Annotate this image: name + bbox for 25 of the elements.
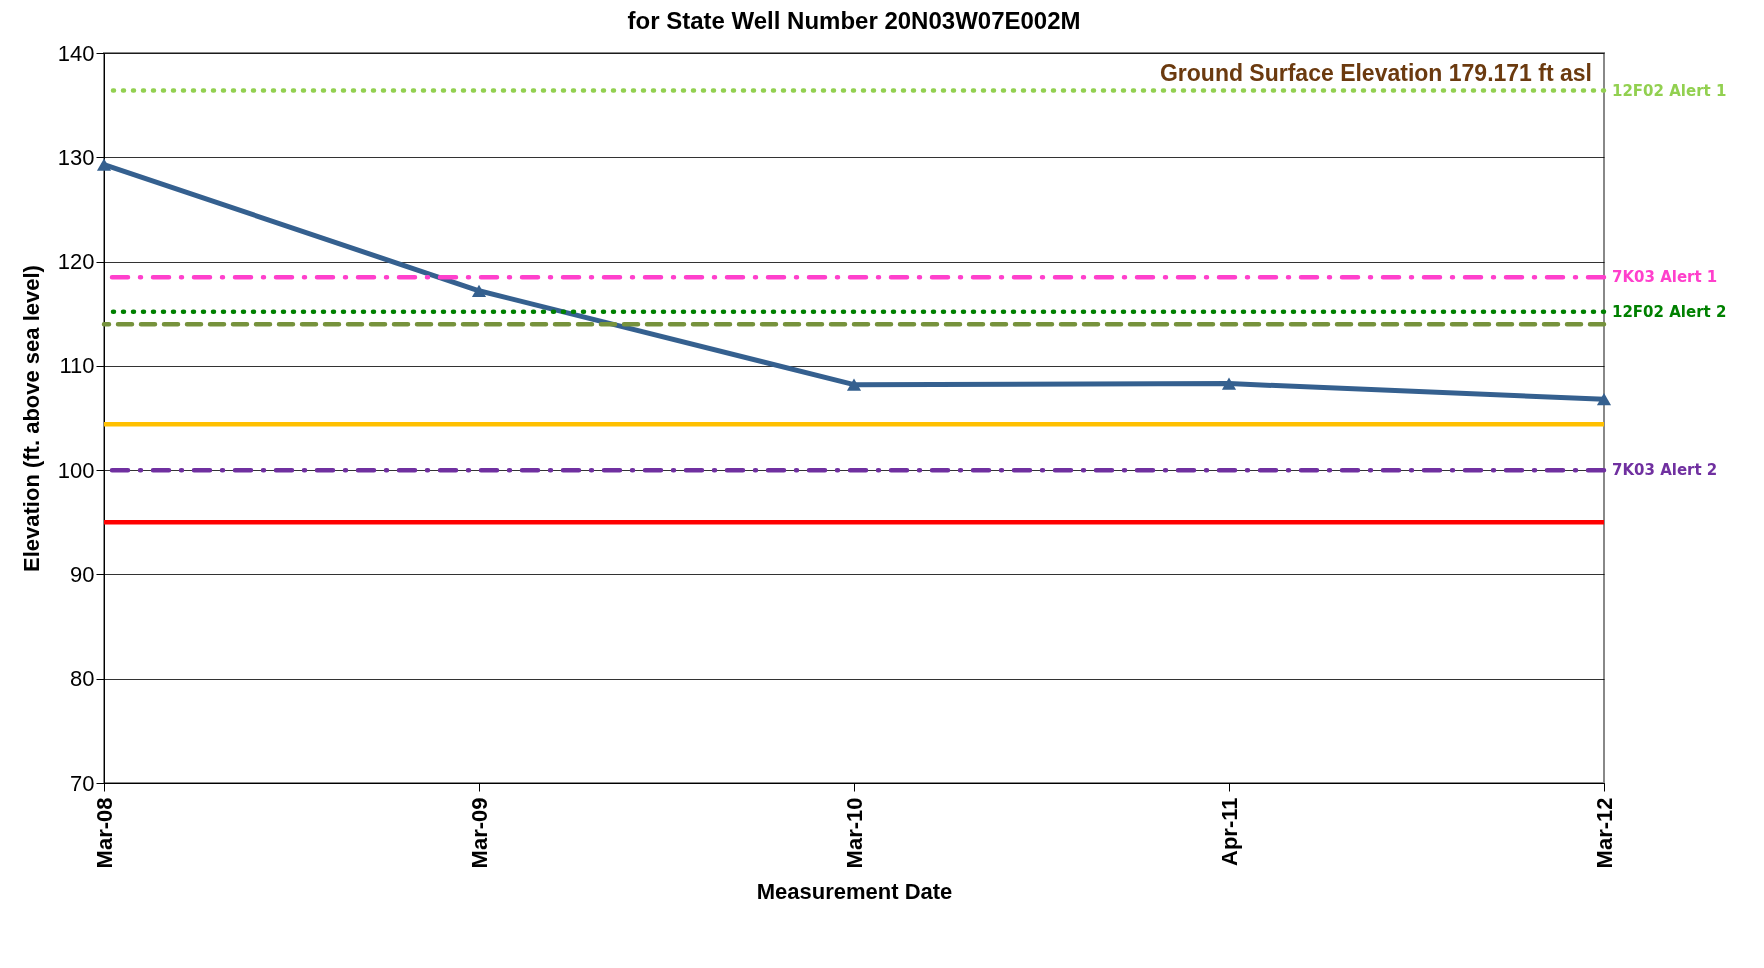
y-axis-title: Elevation (ft. above sea level) [18,265,44,572]
x-tick-label: Mar-08 [91,797,117,869]
y-tick-label: 120 [57,249,95,275]
x-axis-title: Measurement Date [756,879,953,905]
y-tick-label: 70 [70,770,95,796]
ref-line-label: 7K03 Alert 1 [1612,268,1718,287]
x-tick-label: Mar-10 [841,797,867,869]
annotation: Ground Surface Elevation 179.171 ft asl [1159,60,1592,86]
y-tick-label: 130 [57,144,95,170]
ref-line-label: 12F02 Alert 2 [1612,302,1727,321]
chart-title: for State Well Number 20N03W07E002M [627,7,1081,34]
y-tick-label: 110 [59,353,95,379]
y-tick-label: 140 [57,40,95,66]
x-tick-label: Mar-12 [1591,797,1617,869]
y-tick-label: 80 [70,666,95,692]
point [471,284,487,297]
point [1596,393,1612,406]
point [1221,377,1237,390]
y-tick-label: 90 [70,561,95,587]
point [846,378,862,391]
ref-line-label: 7K03 Alert 2 [1612,461,1718,480]
x-tick-label: Mar-09 [466,797,492,869]
y-tick-label: 100 [57,457,95,483]
x-tick-label: Apr-11 [1216,797,1242,866]
ref-line-label: 12F02 Alert 1 [1612,81,1727,100]
